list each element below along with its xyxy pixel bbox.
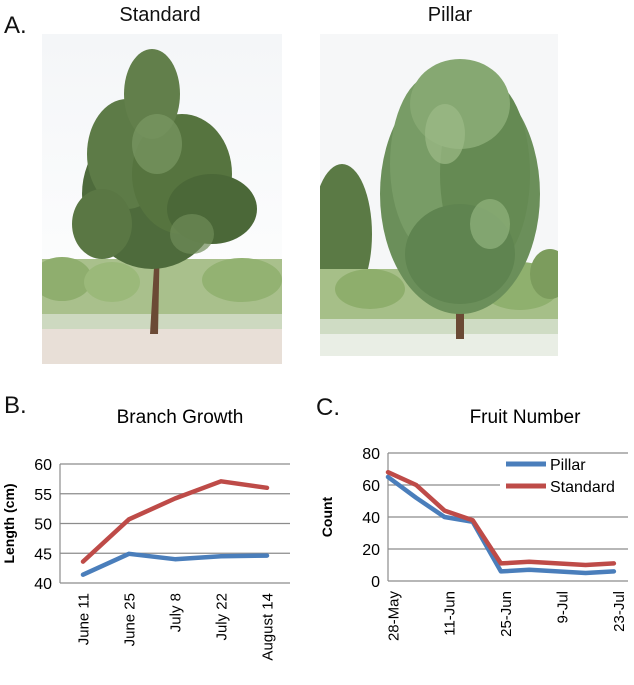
series-line-1 (80, 551, 270, 577)
chart-title: Branch Growth (117, 407, 244, 428)
y-tick-label: 60 (34, 457, 52, 474)
x-tick-label: 11-Jun (442, 591, 459, 636)
x-tick-label: 25-Jun (498, 591, 515, 637)
y-tick-label: 50 (34, 517, 52, 534)
legend-label: Standard (550, 479, 615, 496)
series-line-0 (80, 479, 270, 564)
y-tick-label: 0 (371, 574, 380, 591)
series-line-pillar (385, 474, 617, 576)
x-tick-label: July 22 (213, 593, 230, 641)
panel-label-a: A. (4, 12, 27, 39)
standard-photo-title: Standard (119, 4, 201, 26)
chart-title: Fruit Number (470, 407, 582, 428)
x-tick-label: July 8 (167, 593, 184, 632)
legend-label: Pillar (550, 457, 586, 474)
y-tick-label: 60 (362, 478, 380, 495)
standard-tree-photo (42, 34, 282, 364)
fruit-number-chart: Fruit Number Count 0 20 40 60 80 28-May 11-Jun 25… (319, 407, 634, 642)
x-tick-label: 28-May (385, 591, 402, 642)
pillar-photo-title: Pillar (427, 4, 473, 26)
y-axis-label: Length (cm) (1, 483, 17, 563)
y-tick-label: 40 (34, 576, 52, 593)
y-axis-label: Count (319, 496, 335, 537)
panel-label-b: B. (4, 392, 27, 419)
panel-label-c: C. (316, 394, 340, 421)
series-line-standard (385, 469, 617, 568)
y-tick-label: 20 (362, 542, 380, 559)
y-tick-label: 45 (34, 546, 52, 563)
x-tick-label: 9-Jul (555, 591, 572, 624)
x-tick-label: August 14 (259, 593, 276, 661)
pillar-tree-photo (320, 34, 558, 356)
legend: Pillar Standard (500, 455, 634, 497)
x-tick-label: June 25 (121, 593, 138, 646)
y-tick-label: 80 (362, 446, 380, 463)
y-tick-label: 40 (362, 510, 380, 527)
x-tick-label: 23-Jul (611, 591, 628, 632)
branch-growth-chart: Branch Growth Length (cm) 40 45 50 55 60 June 1… (1, 407, 290, 661)
x-tick-label: June 11 (75, 593, 92, 645)
y-tick-label: 55 (34, 487, 52, 504)
